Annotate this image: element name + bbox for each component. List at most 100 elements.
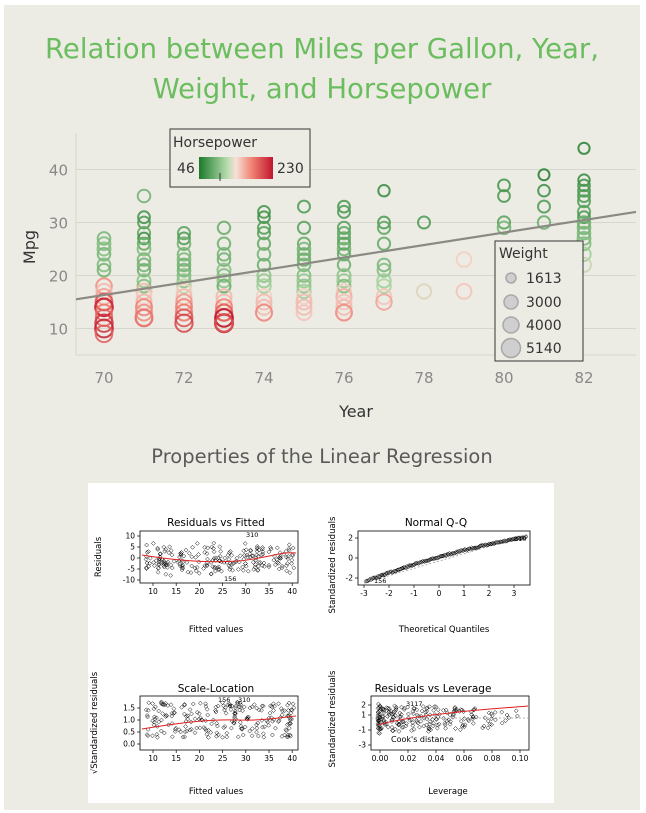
diagnostic-point xyxy=(282,732,287,738)
diagnostic-point xyxy=(462,722,468,728)
data-point xyxy=(417,215,431,230)
diagnostic-point xyxy=(470,714,476,719)
rvl-cooks-distance: Cook's distance xyxy=(391,735,454,744)
diagnostic-point xyxy=(184,714,189,719)
diagnostic-point xyxy=(168,548,174,553)
residuals-vs-fitted-plot: Residuals vs Fitted 10 15 20 25 30 35 40 -10 -5… xyxy=(94,517,299,635)
diagnostic-point xyxy=(150,718,155,724)
diagnostic-point xyxy=(516,535,522,541)
rvf-smooth-line xyxy=(141,552,297,563)
data-point xyxy=(577,189,591,203)
diagnostic-point xyxy=(397,714,402,720)
diagnostic-point xyxy=(284,728,289,734)
diagnostic-point xyxy=(227,550,232,556)
diagnostic-point xyxy=(155,547,161,552)
tick-label: 40 xyxy=(287,754,297,763)
qq-label-310: 310 xyxy=(514,535,526,543)
data-point xyxy=(136,241,152,257)
diagnostic-point xyxy=(171,558,177,564)
diagnostic-point xyxy=(278,706,284,711)
diagnostic-point xyxy=(213,568,218,574)
diagnostic-point xyxy=(442,721,448,726)
diagnostic-point xyxy=(430,717,435,722)
diagnostic-point xyxy=(375,715,381,721)
tick-label: 30 xyxy=(241,754,251,763)
diagnostic-point xyxy=(285,702,290,708)
diagnostic-point xyxy=(276,701,281,707)
tick-label: 0.00 xyxy=(372,754,389,763)
data-point xyxy=(136,273,152,289)
diagnostic-point xyxy=(189,726,194,732)
diagnostic-point xyxy=(287,721,293,726)
diagnostic-point xyxy=(196,711,202,716)
diagnostic-point xyxy=(433,716,439,722)
tick-label: 35 xyxy=(264,587,274,596)
rvf-title: Residuals vs Fitted xyxy=(167,517,265,529)
data-point xyxy=(136,252,152,267)
regression-section-title: Properties of the Linear Regression xyxy=(151,445,493,468)
diagnostic-point xyxy=(285,556,291,562)
diagnostic-point xyxy=(217,544,223,550)
diagnostic-point xyxy=(155,734,160,740)
sl-points xyxy=(143,699,297,740)
diagnostic-point xyxy=(219,568,224,574)
data-point xyxy=(337,204,351,219)
tick-label: 10 xyxy=(125,532,135,541)
diagnostic-point xyxy=(203,728,209,733)
diagnostic-point xyxy=(485,718,491,724)
rvf-label-310: 310 xyxy=(246,531,258,539)
diagnostic-point xyxy=(290,553,295,559)
diagnostic-point xyxy=(504,538,510,544)
diagnostic-point xyxy=(236,704,242,710)
diagnostic-point xyxy=(204,731,210,737)
tick-label: 25 xyxy=(218,754,228,763)
diagnostic-point xyxy=(256,547,262,553)
data-point xyxy=(96,236,112,252)
diagnostic-point xyxy=(217,553,223,559)
diagnostic-point xyxy=(267,710,273,716)
diagnostic-point xyxy=(264,718,270,723)
data-point xyxy=(297,199,311,214)
data-point xyxy=(296,241,312,257)
diagnostic-point xyxy=(388,708,394,714)
diagnostic-point xyxy=(419,708,425,714)
diagnostic-point xyxy=(166,550,172,556)
diagnostic-point xyxy=(208,571,214,577)
diagnostic-point xyxy=(152,714,157,720)
diagnostic-point xyxy=(178,729,183,735)
residuals-vs-leverage-plot: Residuals vs Leverage 0.00 0.02 0.04 0.06 0.… xyxy=(328,670,530,797)
diagnostic-point xyxy=(427,557,432,563)
diagnostic-point xyxy=(444,710,450,716)
sl-frame xyxy=(139,695,299,751)
diagnostic-point xyxy=(179,563,185,569)
diagnostic-point xyxy=(268,545,273,550)
diagnostic-point xyxy=(399,712,404,717)
data-point xyxy=(96,247,112,262)
data-point xyxy=(135,298,153,317)
diagnostic-point xyxy=(407,717,413,723)
diagnostic-point xyxy=(184,560,190,565)
diagnostic-point xyxy=(176,727,182,733)
tick-label: -10 xyxy=(123,576,135,585)
diagnostic-point xyxy=(151,560,157,565)
diagnostic-point xyxy=(229,725,234,731)
diagnostic-point xyxy=(473,714,479,720)
diagnostic-point xyxy=(161,544,167,550)
x-tick-74: 74 xyxy=(254,369,273,387)
diagnostic-point xyxy=(249,726,255,731)
diagnostic-point xyxy=(235,700,241,705)
data-point xyxy=(335,283,353,300)
diagnostic-point xyxy=(169,552,175,558)
horsepower-legend-min: 46 xyxy=(177,161,195,177)
diagnostic-point xyxy=(172,729,178,734)
diagnostic-point xyxy=(411,727,417,732)
rvf-x-ticks: 10 15 20 25 30 35 40 xyxy=(148,583,297,596)
diagnostic-point xyxy=(157,556,163,562)
diagnostic-point xyxy=(412,561,418,566)
diagnostic-point xyxy=(154,732,160,737)
data-point xyxy=(336,220,352,235)
diagnostic-point xyxy=(190,701,196,707)
diagnostic-point xyxy=(403,723,409,729)
diagnostic-point xyxy=(450,714,456,720)
diagnostic-point xyxy=(172,710,177,716)
